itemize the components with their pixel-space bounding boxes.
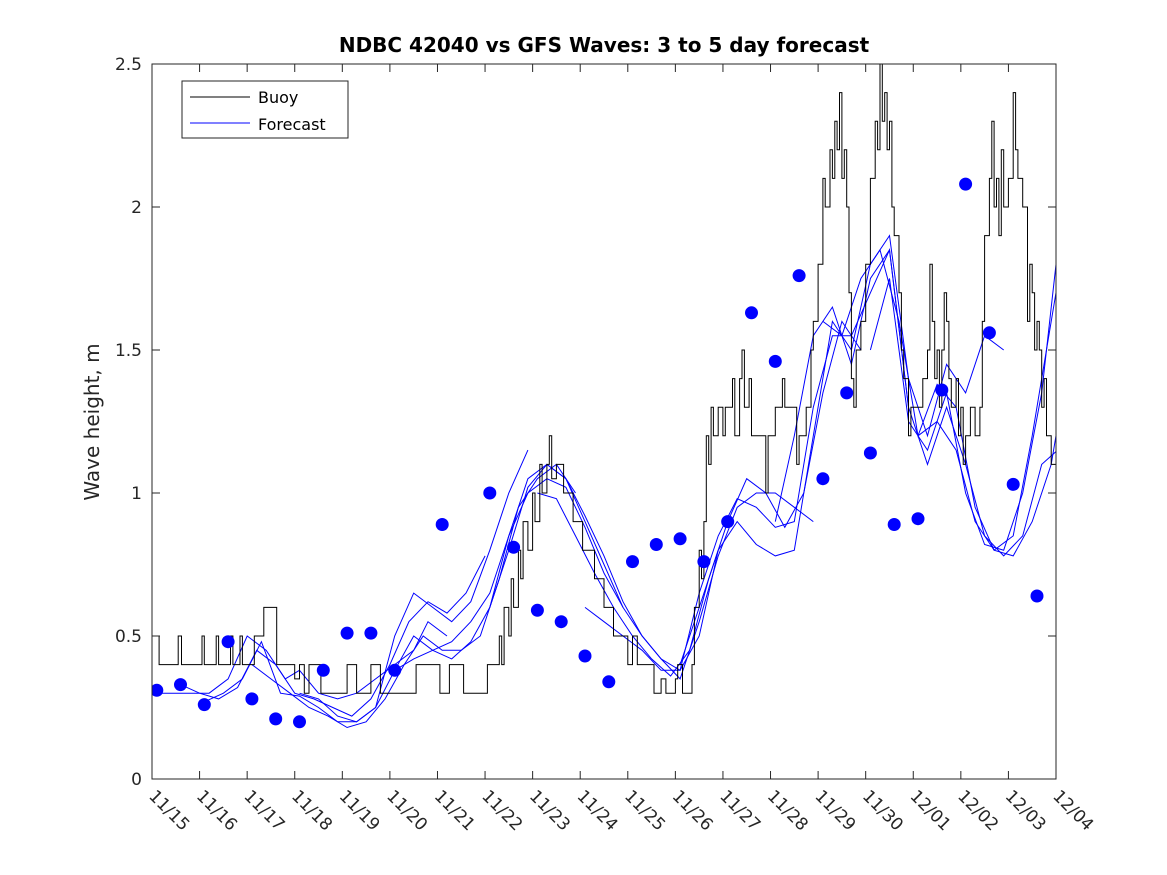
forecast-marker [768,354,782,368]
legend: Buoy Forecast [181,80,349,139]
forecast-marker [982,326,996,340]
y-tick-label: 1.5 [115,341,142,361]
y-tick-label: 1 [131,484,142,504]
forecast-marker [530,603,544,617]
forecast-marker [816,472,830,486]
y-tick-label: 0.5 [115,627,142,647]
forecast-marker [507,540,521,554]
forecast-marker [197,698,211,712]
forecast-marker [626,555,639,569]
forecast-line [180,555,486,717]
forecast-line [917,289,1056,551]
forecast-marker [388,663,402,677]
forecast-line [394,478,719,671]
buoy-line [152,64,1056,694]
y-tick-label: 2 [131,198,142,218]
forecast-marker [935,383,949,397]
forecast-marker [863,446,877,460]
forecast-line [584,248,909,671]
forecast-marker [697,555,711,569]
legend-box [181,80,349,139]
forecast-marker [483,486,497,500]
forecast-marker [174,678,187,692]
forecast-marker [554,615,568,629]
forecast-marker [245,692,259,706]
forecast-marker [316,663,330,677]
legend-forecast-label: Forecast [258,115,326,134]
forecast-marker [269,712,283,726]
forecast-marker [649,538,663,551]
forecast-marker [1030,589,1044,603]
chart-title: NDBC 42040 vs GFS Waves: 3 to 5 day fore… [339,33,870,57]
forecast-marker [152,683,164,697]
forecast-marker [578,649,592,663]
forecast-marker [745,306,758,320]
forecast-marker [887,518,901,531]
plot-area-background [152,64,1056,779]
forecast-marker [959,177,973,191]
forecast-line [489,463,814,680]
forecast-marker [840,386,854,400]
y-axis-label: Wave height, m [80,343,104,500]
plot-border [151,63,1057,780]
forecast-marker [911,512,925,526]
forecast-marker [293,715,306,729]
forecast-marker [221,635,235,649]
forecast-marker [1006,477,1020,491]
forecast-marker [792,269,806,283]
forecast-marker [721,515,735,529]
forecast-marker [364,626,378,640]
y-tick-label: 2.5 [115,55,142,75]
forecast-line [251,463,576,729]
y-tick-label: 0 [131,770,142,790]
forecast-line [822,248,1056,557]
legend-buoy-label: Buoy [258,88,298,107]
forecast-marker [673,532,687,546]
forecast-marker [602,675,616,689]
forecast-marker [340,626,354,640]
forecast-marker [435,518,449,531]
